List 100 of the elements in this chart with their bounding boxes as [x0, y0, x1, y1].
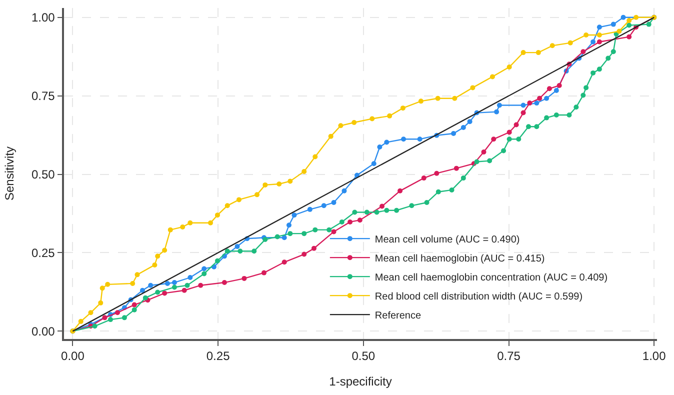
point — [188, 220, 193, 226]
point — [536, 50, 541, 56]
point — [634, 14, 639, 20]
point — [132, 302, 137, 308]
point — [434, 170, 440, 176]
point — [307, 206, 312, 212]
point — [282, 235, 287, 240]
point — [198, 282, 204, 288]
point — [288, 231, 293, 236]
point — [78, 318, 84, 324]
point — [311, 246, 316, 251]
point — [550, 43, 555, 48]
point — [449, 187, 454, 192]
point — [424, 200, 430, 206]
point — [292, 212, 297, 218]
point — [374, 210, 380, 215]
point — [342, 188, 347, 194]
point — [394, 208, 400, 213]
point — [328, 134, 334, 139]
point — [620, 14, 626, 20]
point — [88, 310, 94, 316]
point — [182, 288, 187, 293]
point — [520, 110, 526, 116]
point — [568, 40, 573, 46]
point — [584, 85, 589, 90]
point — [148, 282, 154, 288]
point — [501, 148, 506, 154]
point — [380, 204, 385, 209]
point — [421, 176, 426, 181]
point — [172, 280, 177, 286]
point — [164, 280, 170, 286]
point — [348, 219, 353, 224]
point — [467, 119, 472, 124]
point — [435, 96, 440, 101]
point — [487, 158, 492, 164]
point — [526, 124, 532, 130]
point — [544, 96, 550, 101]
point — [168, 227, 173, 232]
point — [626, 22, 632, 28]
point — [544, 115, 550, 120]
point — [214, 258, 220, 264]
point — [436, 189, 441, 194]
legend-label: Mean cell haemoglobin concentration (AUC = 0.409) — [374, 272, 608, 284]
y-axis-title: Sensitivity — [2, 146, 16, 201]
point — [331, 229, 336, 234]
point — [224, 203, 230, 208]
point — [274, 234, 280, 240]
point — [140, 288, 145, 293]
point — [546, 86, 552, 92]
point — [222, 280, 227, 286]
x-tick-label: 0.25 — [206, 349, 230, 364]
point — [331, 200, 336, 206]
point — [364, 210, 370, 215]
point — [590, 70, 596, 76]
point — [302, 168, 307, 174]
point — [506, 64, 512, 70]
point — [537, 96, 542, 101]
point — [470, 85, 476, 90]
point — [626, 18, 632, 24]
point — [384, 208, 390, 213]
point — [506, 130, 512, 135]
point — [92, 324, 98, 329]
legend-label: Red blood cell distribution width (AUC = 0.599) — [374, 291, 583, 302]
point — [122, 315, 127, 320]
point — [132, 307, 137, 312]
point — [554, 112, 559, 118]
point — [202, 266, 207, 272]
point — [152, 262, 158, 268]
point — [155, 254, 160, 259]
x-tick-label: 0.75 — [497, 349, 521, 364]
point — [252, 248, 257, 254]
point — [580, 49, 586, 54]
x-tick-label: 0.00 — [61, 349, 85, 364]
point — [262, 182, 268, 188]
point — [261, 270, 266, 276]
point — [387, 113, 392, 118]
point — [610, 49, 616, 54]
point — [626, 34, 632, 40]
point — [100, 286, 105, 291]
point — [214, 212, 220, 218]
point — [596, 39, 602, 44]
point — [236, 197, 242, 202]
point — [596, 32, 602, 38]
point — [326, 227, 332, 232]
point — [172, 284, 177, 290]
point — [352, 210, 358, 215]
point — [534, 124, 540, 130]
point — [590, 39, 596, 44]
point — [370, 116, 375, 122]
point — [162, 248, 168, 253]
point — [494, 109, 500, 114]
point — [460, 125, 466, 130]
point — [338, 123, 344, 128]
point — [224, 248, 230, 254]
y-tick-label: 1.00 — [31, 10, 56, 25]
point — [188, 275, 193, 280]
point — [371, 161, 376, 166]
point — [451, 131, 456, 136]
point — [554, 88, 559, 94]
point — [180, 224, 186, 230]
